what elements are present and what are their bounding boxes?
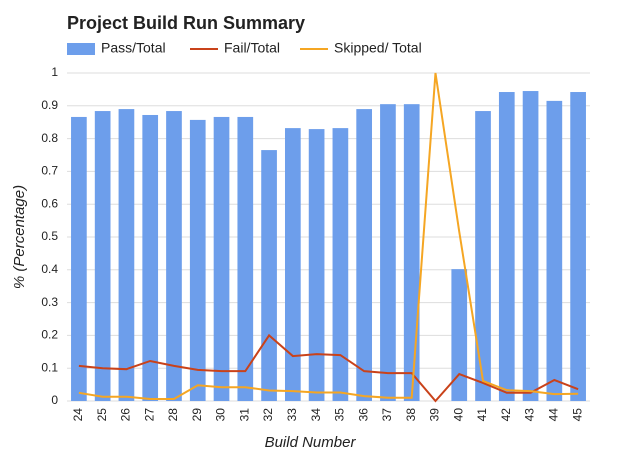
x-tick-label: 43 bbox=[523, 408, 537, 422]
x-tick-label: 44 bbox=[547, 408, 561, 422]
bar bbox=[380, 104, 396, 401]
legend-label: Skipped/ Total bbox=[334, 40, 422, 56]
bar bbox=[166, 111, 182, 401]
y-tick-label: 0.1 bbox=[41, 360, 58, 374]
y-tick-label: 0.3 bbox=[41, 295, 58, 309]
x-tick-label: 32 bbox=[261, 408, 275, 422]
bar bbox=[451, 269, 468, 401]
bar bbox=[189, 119, 206, 402]
bar bbox=[332, 128, 349, 401]
y-tick-label: 0.9 bbox=[41, 98, 58, 112]
bar bbox=[498, 92, 515, 402]
x-axis-label: Build Number bbox=[265, 434, 357, 451]
bar bbox=[308, 129, 325, 401]
x-tick-label: 40 bbox=[451, 408, 465, 422]
legend-label: Pass/Total bbox=[101, 40, 166, 56]
x-tick-label: 34 bbox=[309, 408, 323, 422]
bar bbox=[71, 116, 87, 402]
x-tick-label: 31 bbox=[237, 408, 251, 422]
legend-swatch bbox=[67, 43, 95, 55]
x-tick-label: 45 bbox=[570, 408, 584, 422]
x-tick-label: 25 bbox=[95, 408, 109, 422]
x-tick-label: 38 bbox=[404, 408, 418, 422]
y-tick-label: 0.5 bbox=[41, 229, 58, 243]
x-tick-label: 28 bbox=[166, 408, 180, 422]
x-tick-label: 42 bbox=[499, 408, 513, 422]
line bbox=[78, 333, 579, 403]
x-tick-label: 37 bbox=[380, 408, 394, 422]
bar bbox=[403, 104, 420, 401]
bar bbox=[570, 92, 586, 402]
y-tick-label: 0.6 bbox=[41, 196, 58, 210]
x-tick-label: 26 bbox=[119, 408, 133, 422]
x-tick-label: 39 bbox=[428, 408, 442, 422]
bar bbox=[284, 128, 301, 401]
y-tick-label: 0.2 bbox=[41, 328, 58, 342]
x-tick-label: 30 bbox=[214, 408, 228, 422]
x-tick-label: 35 bbox=[333, 408, 347, 422]
x-tick-label: 36 bbox=[356, 408, 370, 422]
y-tick-label: 0.8 bbox=[41, 131, 58, 145]
bar bbox=[94, 111, 111, 401]
bar bbox=[261, 150, 277, 401]
x-tick-label: 41 bbox=[475, 408, 489, 422]
bar bbox=[213, 116, 230, 402]
y-tick-label: 1 bbox=[51, 65, 58, 79]
x-tick-label: 24 bbox=[71, 408, 85, 422]
chart-title: Project Build Run Summary bbox=[67, 13, 305, 33]
y-tick-label: 0 bbox=[51, 393, 58, 407]
bar bbox=[522, 91, 539, 401]
legend-label: Fail/Total bbox=[224, 40, 280, 56]
bar bbox=[237, 116, 254, 402]
y-axis-label: % (Percentage) bbox=[11, 185, 28, 289]
bar bbox=[356, 109, 373, 401]
y-tick-label: 0.7 bbox=[41, 164, 58, 178]
y-tick-label: 0.4 bbox=[41, 262, 58, 276]
x-tick-label: 29 bbox=[190, 408, 204, 422]
bar bbox=[142, 114, 159, 401]
x-tick-label: 27 bbox=[142, 408, 156, 422]
x-tick-label: 33 bbox=[285, 408, 299, 422]
bar bbox=[475, 111, 491, 401]
bar bbox=[546, 100, 563, 401]
bar bbox=[118, 109, 135, 401]
line bbox=[78, 72, 579, 401]
